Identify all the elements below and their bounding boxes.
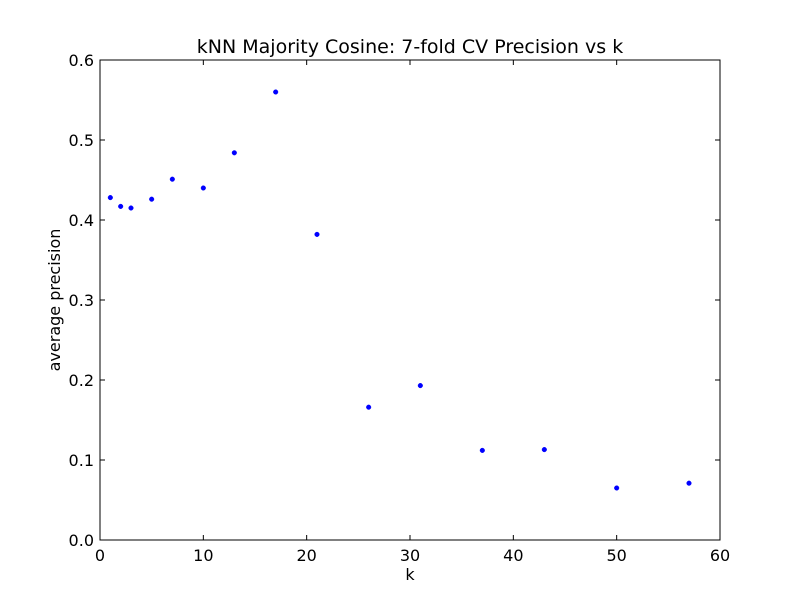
chart-title: kNN Majority Cosine: 7-fold CV Precision… (197, 36, 623, 58)
x-axis-label: k (405, 565, 415, 584)
x-tick-label: 10 (193, 546, 213, 565)
data-point (118, 203, 124, 209)
axis-ticks: 0 10 20 30 40 50 60 0.0 0.1 0.2 0.3 0.4 0.5 0.6 (69, 51, 731, 565)
data-point (169, 176, 175, 182)
data-point (479, 447, 485, 453)
x-tick-label: 30 (400, 546, 420, 565)
data-point (273, 89, 279, 95)
data-point (686, 480, 692, 486)
y-axis-label: average precision (45, 229, 64, 372)
data-point (614, 485, 620, 491)
y-tick-label: 0.0 (69, 531, 94, 550)
data-point (200, 185, 206, 191)
data-point (107, 195, 113, 201)
plot-background (100, 60, 720, 540)
y-tick-label: 0.1 (69, 451, 94, 470)
y-tick-label: 0.2 (69, 371, 94, 390)
data-point (231, 150, 237, 156)
y-tick-label: 0.5 (69, 131, 94, 150)
data-point (417, 383, 423, 389)
data-points (107, 89, 692, 491)
data-point (149, 196, 155, 202)
data-point (128, 205, 134, 211)
x-tick-label: 60 (710, 546, 730, 565)
x-tick-label: 50 (606, 546, 626, 565)
x-tick-label: 20 (296, 546, 316, 565)
data-point (541, 447, 547, 453)
y-tick-label: 0.3 (69, 291, 94, 310)
y-tick-label: 0.4 (69, 211, 94, 230)
data-point (366, 404, 372, 410)
data-point (314, 231, 320, 237)
x-tick-label: 0 (95, 546, 105, 565)
x-tick-label: 40 (503, 546, 523, 565)
plot-frame (99, 59, 721, 541)
y-tick-label: 0.6 (69, 51, 94, 70)
